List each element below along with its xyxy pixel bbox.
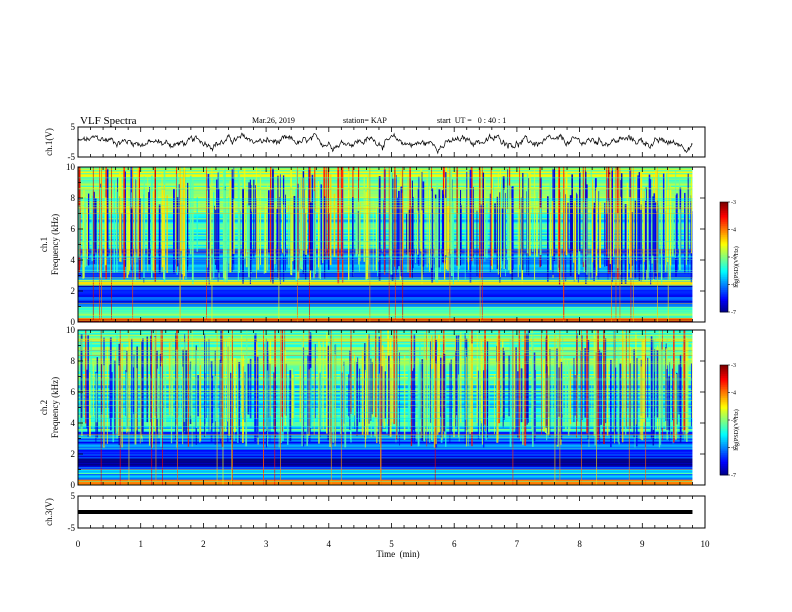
spectrogram-ytick-label: 6 — [71, 224, 76, 234]
time-tick-label: 2 — [201, 539, 206, 549]
colorbar-tick-label: -7 — [731, 473, 736, 479]
colorbar-tick-label: -4 — [731, 391, 736, 397]
time-tick-label: 10 — [701, 539, 711, 549]
time-tick-label: 6 — [452, 539, 457, 549]
spectrogram-channel-label: ch.1 — [39, 237, 49, 252]
waveform-ytick-label: 5 — [71, 491, 76, 501]
colorbar-tick-label: -6 — [731, 446, 736, 452]
waveform-ytick-label: -5 — [68, 152, 76, 162]
spectrogram-ytick-label: 4 — [71, 255, 76, 265]
header-start-ut: start UT = 0 : 40 : 1 — [437, 116, 506, 125]
header-station: station= KAP — [343, 116, 387, 125]
ch3-waveform-panel: 5 -5 ch.3(V) — [44, 491, 706, 533]
ch3-waveform-line — [78, 510, 693, 514]
waveform-ylabel: ch.1(V) — [44, 128, 54, 156]
time-tick-label: 0 — [76, 539, 81, 549]
spectrogram-ytick-label: 6 — [71, 387, 76, 397]
spectrogram-channel-label: ch.2 — [39, 400, 49, 415]
spectrogram-ytick-label: 2 — [71, 286, 76, 296]
time-tick-label: 5 — [389, 539, 394, 549]
waveform-ytick-label: -5 — [68, 523, 76, 533]
figure-title: VLF Spectra — [80, 115, 137, 127]
time-axis: 0 1 2 3 4 5 6 7 8 9 10 — [76, 539, 710, 549]
header-date: Mar.26, 2019 — [252, 116, 295, 125]
colorbar-tick-label: -7 — [731, 310, 736, 316]
ch1-waveform-line — [77, 132, 693, 155]
spectrogram-ylabel: Frequency (kHz) — [50, 214, 60, 275]
colorbar-tick-label: -6 — [731, 283, 736, 289]
time-axis-label: Time (min) — [376, 549, 419, 559]
colorbar-tick-label: -3 — [731, 200, 736, 206]
ch1-spectrogram-panel: 0 2 4 6 8 10 ch.1 Frequency (kHz) -3 -4 -5 -6 -7 log(… — [39, 162, 740, 327]
colorbar-tick-label: -5 — [731, 255, 736, 261]
time-tick-label: 9 — [640, 539, 645, 549]
colorbar-tick-label: -5 — [731, 418, 736, 424]
colorbar-tick-label: -3 — [731, 363, 736, 369]
spectrogram-ytick-label: 0 — [71, 480, 76, 490]
time-tick-label: 8 — [577, 539, 582, 549]
colorbar-tick-label: -4 — [731, 228, 736, 234]
spectrogram-ytick-label: 4 — [71, 418, 76, 428]
time-tick-label: 3 — [264, 539, 269, 549]
colorbar-label: log(PSD)(V²/Hz) — [733, 246, 740, 287]
ch1-waveform-panel: 5 -5 ch.1(V) — [44, 122, 706, 162]
spectrogram-ytick-label: 8 — [71, 356, 76, 366]
time-tick-label: 1 — [138, 539, 143, 549]
spectrogram-ylabel: Frequency (kHz) — [50, 377, 60, 438]
spectrogram-ytick-label: 10 — [66, 162, 76, 172]
ch2-spectrogram-panel: 0 2 4 6 8 10 ch.2 Frequency (kHz) -3 -4 -5 -6 -7 log(… — [39, 325, 740, 490]
time-tick-label: 4 — [327, 539, 332, 549]
waveform-ytick-label: 5 — [71, 122, 76, 132]
waveform-ylabel: ch.3(V) — [44, 498, 54, 526]
spectrogram-ytick-label: 2 — [71, 449, 76, 459]
spectrogram-ytick-label: 0 — [71, 317, 76, 327]
spectrogram-ytick-label: 10 — [66, 325, 76, 335]
spectrogram-ytick-label: 8 — [71, 193, 76, 203]
colorbar-label: log(PSD)(V²/Hz) — [733, 409, 740, 450]
time-tick-label: 7 — [515, 539, 520, 549]
